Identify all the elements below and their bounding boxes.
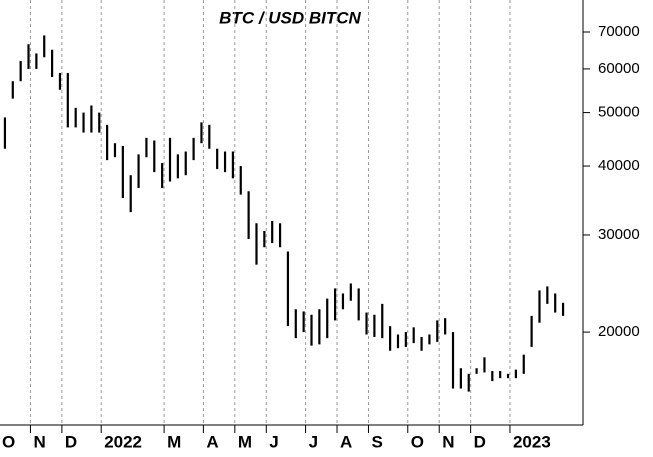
y-tick-label: 40000 bbox=[598, 157, 640, 174]
x-tick-label: D bbox=[474, 432, 486, 451]
chart-title: BTC / USD BITCN bbox=[219, 8, 361, 27]
y-tick-label: 60000 bbox=[598, 60, 640, 77]
y-tick-label: 50000 bbox=[598, 104, 640, 121]
x-tick-label: J bbox=[269, 432, 278, 451]
x-tick-label: A bbox=[340, 432, 352, 451]
x-tick-label: D bbox=[65, 432, 77, 451]
x-tick-label: M bbox=[167, 432, 181, 451]
x-tick-label: O bbox=[411, 432, 424, 451]
y-tick-label: 70000 bbox=[598, 23, 640, 40]
x-tick-label: O bbox=[2, 432, 15, 451]
x-tick-label: N bbox=[33, 432, 45, 451]
y-tick-label: 20000 bbox=[598, 323, 640, 340]
x-tick-label: A bbox=[206, 432, 218, 451]
x-tick-label: 2022 bbox=[104, 432, 142, 451]
y-tick-label: 30000 bbox=[598, 226, 640, 243]
x-tick-label: J bbox=[309, 432, 318, 451]
x-tick-label: S bbox=[371, 432, 382, 451]
x-tick-label: N bbox=[442, 432, 454, 451]
x-tick-label: M bbox=[238, 432, 252, 451]
x-tick-label: 2023 bbox=[513, 432, 551, 451]
